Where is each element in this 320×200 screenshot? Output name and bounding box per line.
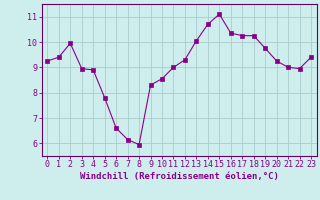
X-axis label: Windchill (Refroidissement éolien,°C): Windchill (Refroidissement éolien,°C) — [80, 172, 279, 181]
